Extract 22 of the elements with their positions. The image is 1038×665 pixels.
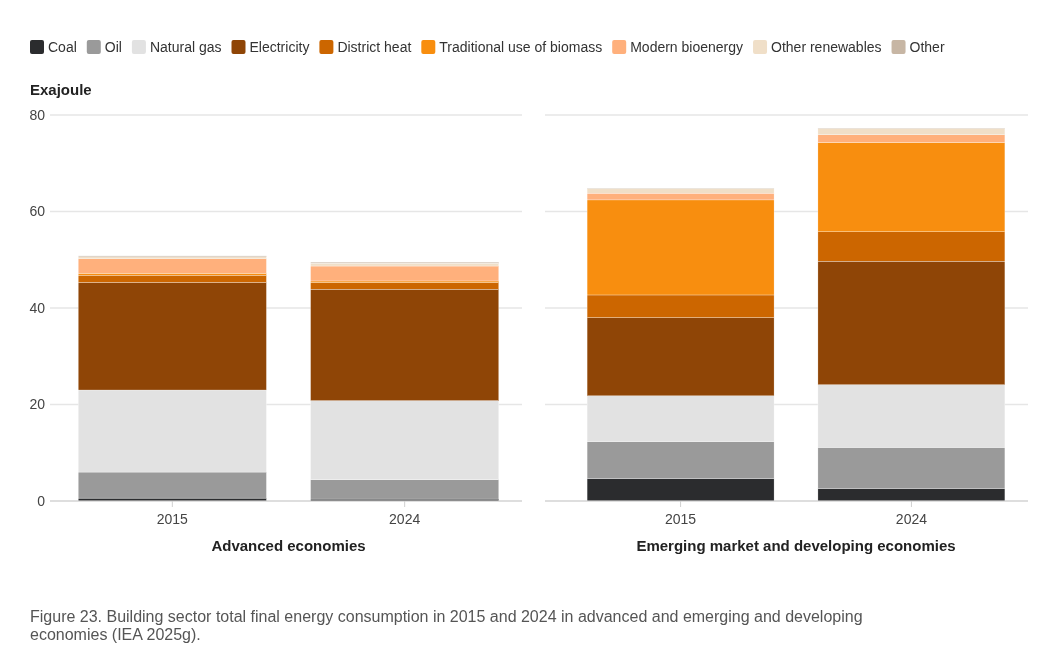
legend-label: Other — [909, 39, 945, 55]
legend-label: Traditional use of biomass — [439, 39, 603, 55]
y-tick-label: 0 — [37, 492, 46, 509]
x-axis-title: Emerging market and developing economies — [636, 537, 956, 554]
legend-label: Other renewables — [771, 39, 882, 55]
x-tick-label: 2015 — [665, 511, 697, 527]
y-tick-label: 80 — [29, 106, 46, 123]
legend-label: District heat — [337, 39, 412, 55]
legend-label: Electricity — [249, 39, 310, 55]
x-tick-label: 2024 — [895, 511, 928, 527]
caption: Figure 23. Building sector total final energy consumption in 2015 and 2024 in advanced and emerging and developing economies (IEA 2025g). — [30, 608, 863, 643]
y-tick-label: 20 — [29, 396, 46, 413]
y-axis-title: Exajoule — [30, 81, 92, 98]
legend-label: Modern bioenergy — [630, 39, 744, 55]
x-tick-label: 2015 — [156, 511, 189, 527]
x-tick-label: 2024 — [389, 511, 421, 527]
legend-label: Coal — [48, 39, 77, 55]
y-tick-label: 40 — [29, 299, 46, 316]
y-tick-label: 60 — [29, 203, 46, 220]
legend-label: Oil — [104, 39, 122, 55]
legend-label: Natural gas — [149, 39, 222, 55]
x-axis-title: Advanced economies — [211, 537, 366, 554]
